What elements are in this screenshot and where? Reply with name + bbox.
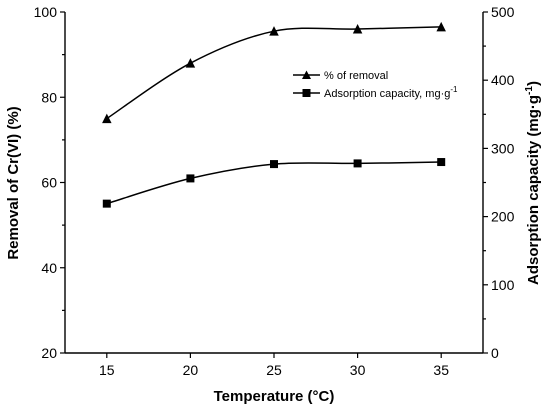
series-layer: [102, 21, 446, 208]
x-ticks: 15 20 25 30 35: [99, 353, 449, 378]
legend: % of removal Adsorption capacity, mg·g-1: [293, 70, 458, 100]
point-triangle-4: [436, 21, 446, 32]
right-y-axis-title-sup: -1: [524, 86, 535, 95]
right-y-ticks: 0 100 200 300 400 500: [483, 4, 515, 361]
legend-label-removal: % of removal: [324, 70, 388, 82]
legend-marker-triangle: [302, 70, 311, 79]
legend-label-capacity-main: Adsorption capacity, mg·g: [324, 88, 450, 100]
right-y-tick-label-3: 300: [491, 140, 515, 156]
right-y-axis-title: Adsorption capacity (mg·g-1): [524, 81, 542, 285]
point-square-4: [437, 158, 446, 167]
left-y-tick-label-2: 60: [41, 175, 57, 191]
legend-label-capacity-sup: -1: [450, 85, 458, 94]
right-y-axis-title-main: Adsorption capacity (mg·g: [525, 95, 542, 285]
point-square-0: [102, 199, 111, 208]
right-y-tick-label-0: 0: [491, 345, 499, 361]
point-triangle-2: [269, 26, 279, 36]
right-y-tick-label-2: 200: [491, 209, 515, 225]
left-y-tick-label-3: 80: [41, 89, 57, 105]
x-tick-label-2: 25: [266, 362, 282, 378]
right-y-tick-label-4: 400: [491, 72, 515, 88]
legend-label-capacity: Adsorption capacity, mg·g-1: [324, 85, 458, 100]
right-y-axis-title-tail: ): [525, 81, 542, 86]
left-y-tick-label-0: 20: [41, 345, 57, 361]
left-y-ticks: 20 40 60 80 100: [34, 4, 65, 361]
series-line-1: [106, 161, 442, 205]
point-triangle-0: [102, 113, 112, 124]
left-y-tick-label-4: 100: [34, 4, 58, 20]
point-square-2: [270, 160, 278, 169]
x-tick-label-4: 35: [433, 362, 449, 378]
series-line-0: [106, 26, 442, 120]
point-square-1: [186, 174, 195, 183]
left-y-tick-label-1: 40: [41, 260, 57, 276]
left-y-axis-title: Removal of Cr(VI) (%): [5, 106, 22, 259]
point-square-3: [353, 159, 362, 168]
right-y-tick-label-5: 500: [491, 4, 515, 20]
legend-marker-square: [302, 89, 311, 97]
point-triangle-1: [185, 58, 196, 68]
x-axis-title: Temperature (°C): [214, 388, 335, 405]
x-tick-label-3: 30: [350, 362, 366, 378]
point-triangle-3: [352, 24, 363, 34]
right-y-tick-label-1: 100: [491, 277, 515, 293]
x-tick-label-1: 20: [183, 362, 199, 378]
x-tick-label-0: 15: [99, 362, 115, 378]
